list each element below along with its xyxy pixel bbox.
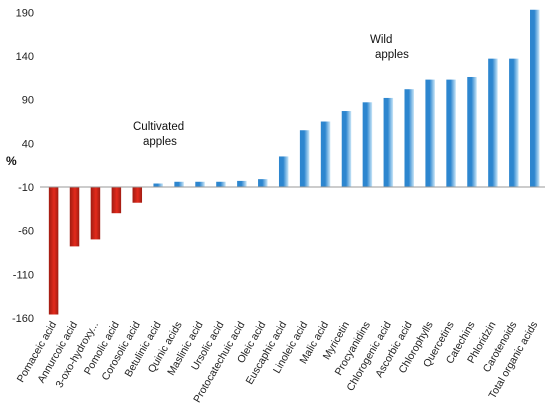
- bar-malic-acid: [320, 121, 331, 188]
- annotation-cultivated-line1: Cultivated: [133, 121, 184, 133]
- bar-catechins: [467, 76, 477, 188]
- y-tick-label: -160: [12, 313, 34, 325]
- y-tick-label: 140: [16, 51, 34, 63]
- bar-myricetin: [341, 111, 352, 188]
- bar-corosolic-acid: [132, 187, 143, 203]
- annotation-wild-line2: apples: [375, 49, 409, 61]
- y-tick-label: 190: [16, 7, 34, 19]
- annotation-wild-line1: Wild: [370, 34, 392, 46]
- bar-3-oxo-hydroxy: [90, 187, 101, 240]
- bar-pomaceic-acid: [48, 187, 59, 315]
- bar-pomolic-acid: [111, 187, 122, 214]
- y-tick-label: -110: [13, 269, 34, 281]
- bar-maslinic-acid: [195, 181, 205, 188]
- y-axis-label: %: [6, 154, 17, 168]
- bar-ascorbic-acid: [404, 89, 414, 188]
- bar-carotenoids: [509, 58, 519, 188]
- y-tick-label: -60: [18, 226, 34, 238]
- bar-total-organic-acids: [530, 9, 540, 188]
- bar-annurcoic-acid: [69, 187, 80, 247]
- bar-chlorogenic-acid: [383, 97, 394, 188]
- bar-betulinic-acid: [153, 183, 163, 188]
- bar-quercetins: [446, 79, 456, 188]
- bar-protocatechuic-acid: [237, 180, 247, 188]
- bar-phloridzin: [488, 58, 498, 188]
- bar-quinic-acids: [174, 181, 184, 188]
- bar-chlorophylls: [425, 79, 435, 188]
- y-tick-label: -10: [18, 182, 34, 194]
- bars: [48, 9, 540, 315]
- bar-ursolic-acid: [216, 181, 226, 188]
- bar-linoleic-acid: [299, 130, 310, 188]
- y-axis-ticks: 190 140 90 40 -10 -60 -110 -160: [12, 7, 34, 325]
- y-tick-label: 40: [22, 138, 34, 150]
- bar-euscaphic-acid: [278, 156, 289, 188]
- annotation-cultivated-line2: apples: [143, 136, 177, 148]
- bar-procyanidins: [362, 102, 373, 188]
- bar-oleic-acid: [258, 179, 268, 188]
- y-tick-label: 90: [22, 95, 34, 107]
